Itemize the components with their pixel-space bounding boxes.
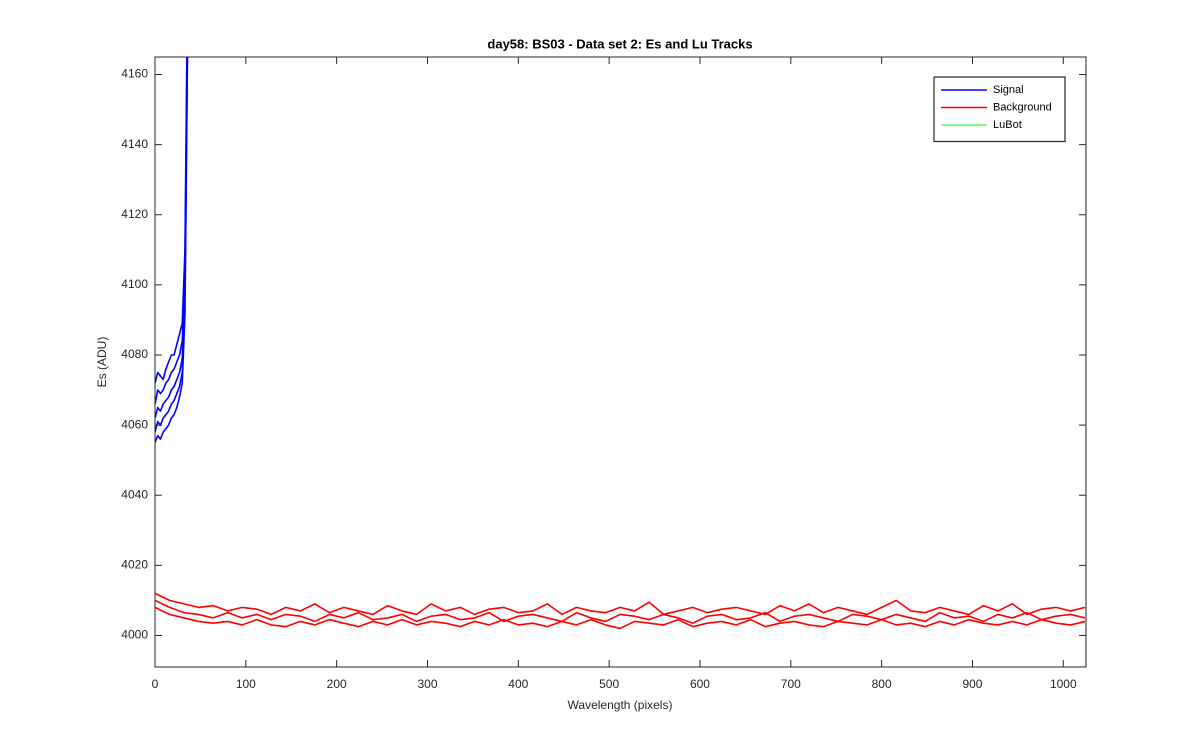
- chart-title: day58: BS03 - Data set 2: Es and Lu Trac…: [487, 36, 752, 51]
- x-tick-label: 900: [962, 677, 982, 691]
- legend-label: LuBot: [993, 119, 1022, 131]
- series-line: [155, 599, 1086, 624]
- legend-label: Background: [993, 101, 1052, 113]
- x-tick-label: 800: [872, 677, 892, 691]
- x-tick-label: 300: [417, 677, 437, 691]
- y-tick-label: 4040: [121, 487, 148, 501]
- legend-label: Signal: [993, 84, 1024, 96]
- x-tick-label: 0: [152, 677, 159, 691]
- x-tick-label: 500: [599, 677, 619, 691]
- y-tick-label: 4140: [121, 137, 148, 151]
- plot-box: [154, 56, 1087, 668]
- legend-box: [933, 76, 1066, 143]
- y-tick-label: 4160: [121, 67, 148, 81]
- x-tick-label: 100: [236, 677, 256, 691]
- x-tick-label: 600: [690, 677, 710, 691]
- series-line: [155, 592, 1086, 616]
- series-line: [155, 57, 189, 443]
- x-axis-label: Wavelength (pixels): [568, 698, 673, 712]
- y-tick-label: 4120: [121, 207, 148, 221]
- legend: Signal Background LuBot: [933, 76, 1066, 143]
- y-tick-label: 4100: [121, 277, 148, 291]
- y-tick-label: 4000: [121, 628, 148, 642]
- y-axis-label: Es (ADU): [95, 337, 109, 388]
- series-line: [155, 606, 1086, 630]
- y-tick-label: 4060: [121, 417, 148, 431]
- x-tick-label: 400: [508, 677, 528, 691]
- x-tick-label: 1000: [1050, 677, 1077, 691]
- x-tick-label: 200: [327, 677, 347, 691]
- y-tick-label: 4020: [121, 558, 148, 572]
- x-tick-label: 700: [781, 677, 801, 691]
- y-tick-label: 4080: [121, 347, 148, 361]
